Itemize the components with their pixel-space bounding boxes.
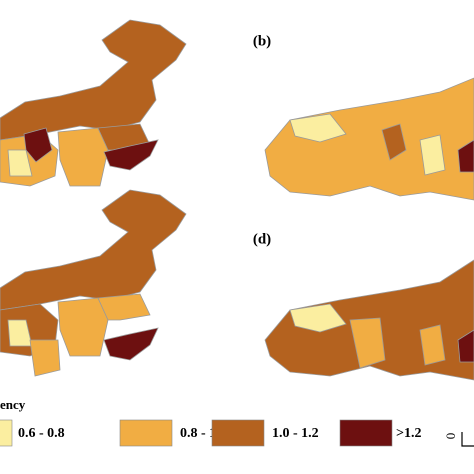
legend-swatch [211, 419, 265, 447]
scale-bar: 0 [443, 432, 474, 447]
panel-label: (b) [253, 33, 271, 49]
panel-label: (d) [253, 231, 271, 247]
legend-title: ency [0, 397, 26, 412]
map-b [264, 77, 474, 201]
legend-swatch [0, 419, 13, 447]
legend-label: 1.0 - 1.2 [272, 426, 319, 441]
legend-swatch [339, 419, 393, 447]
scale-label: 0 [443, 433, 458, 440]
map-c [0, 189, 187, 377]
legend: ency 0.6 - 0.8 0.8 - 1.0 1.0 - 1.2 >1.2 [0, 397, 421, 447]
scale-line [461, 432, 474, 447]
legend-label: >1.2 [396, 426, 421, 441]
legend-swatch [119, 419, 173, 447]
map-d [264, 259, 474, 381]
legend-label: 0.6 - 0.8 [18, 426, 65, 441]
panel-labels: (b) (d) [253, 33, 271, 247]
map-a [0, 19, 187, 187]
